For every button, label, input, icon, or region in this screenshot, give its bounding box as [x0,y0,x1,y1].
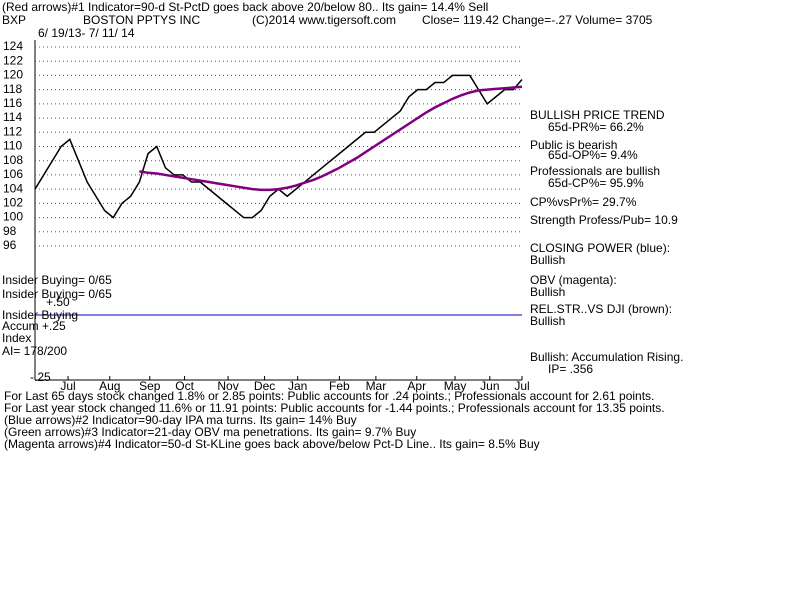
panel-label: +.50 [46,295,70,309]
y-tick-label: 120 [3,68,23,82]
panel-label: Index [2,331,31,345]
panel-label: Insider Buying= 0/65 [2,287,112,301]
x-tick-label: Jan [288,379,307,393]
x-tick-label: Jul [514,379,529,393]
y-tick-label: 104 [3,181,23,195]
x-tick-label: Sep [139,379,161,393]
x-tick-label: Aug [99,379,120,393]
y-tick-label: 106 [3,167,23,181]
panel-label: Insider Buying= 0/65 [2,273,112,287]
copyright: (C)2014 www.tigersoft.com [252,13,396,27]
symbol: BXP [2,13,26,27]
quote: Close= 119.42 Change=-.27 Volume= 3705 [422,13,653,27]
x-tick-label: Mar [366,379,387,393]
y-tick-label: 124 [3,39,23,53]
indicator-text: IP= .356 [548,362,593,376]
panel-label: Accum +.25 [2,319,66,333]
x-tick-label: Apr [407,379,426,393]
indicator-text: REL.STR..VS DJI (brown): [530,302,672,316]
indicator-text: CLOSING POWER (blue): [530,241,670,255]
indicator-text: Public is bearish [530,138,617,152]
x-tick-label: Jul [60,379,75,393]
company: BOSTON PPTYS INC [83,13,200,27]
indicator-text: Bullish [530,314,565,328]
indicator-text: Professionals are bullish [530,164,660,178]
footer-line: (Green arrows)#3 Indicator=21-day OBV ma… [4,425,416,439]
y-tick-label: 116 [3,96,22,110]
y-tick-label: 110 [3,139,22,153]
y-tick-label: 96 [3,238,17,252]
x-tick-label: Nov [217,379,238,393]
y-tick-label: 112 [3,124,22,138]
y-tick-label: 118 [3,82,22,96]
footer-line: For Last 65 days stock changed 1.8% or 2… [4,389,654,403]
footer-line: For Last year stock changed 11.6% or 11.… [4,401,665,415]
x-tick-label: Dec [254,379,275,393]
y-tick-label: 102 [3,196,23,210]
indicator-text: 65d-CP%= 95.9% [548,176,644,190]
y-tick-label: 114 [3,110,22,124]
footer-line: (Magenta arrows)#4 Indicator=50-d St-KLi… [4,437,540,451]
panel-label: -.25 [30,370,51,384]
x-tick-label: Oct [175,379,194,393]
indicator-text: Bullish [530,285,565,299]
indicator-text: OBV (magenta): [530,273,617,287]
indicator-text: 65d-PR%= 66.2% [548,120,644,134]
header-line: (Red arrows)#1 Indicator=90-d St-PctD go… [2,0,488,14]
date-range: 6/ 19/13- 7/ 11/ 14 [38,26,135,40]
y-tick-label: 122 [3,53,23,67]
x-tick-label: Jun [480,379,499,393]
panel-label: AI= 178/200 [2,344,67,358]
y-tick-label: 98 [3,224,17,238]
series-line [139,85,523,192]
panel-label: Insider Buying [2,308,78,322]
x-tick-label: May [444,379,467,393]
indicator-text: 65d-OP%= 9.4% [548,148,638,162]
x-tick-label: Feb [329,379,350,393]
indicator-text: Bullish [530,253,565,267]
indicator-text: BULLISH PRICE TREND [530,108,665,122]
indicator-text: CP%vsPr%= 29.7% [530,195,637,209]
indicator-text: Strength Profess/Pub= 10.9 [530,213,678,227]
y-tick-label: 100 [3,210,23,224]
indicator-text: Bullish: Accumulation Rising. [530,350,683,364]
y-tick-label: 108 [3,153,23,167]
footer-line: (Blue arrows)#2 Indicator=90-day IPA ma … [4,413,357,427]
